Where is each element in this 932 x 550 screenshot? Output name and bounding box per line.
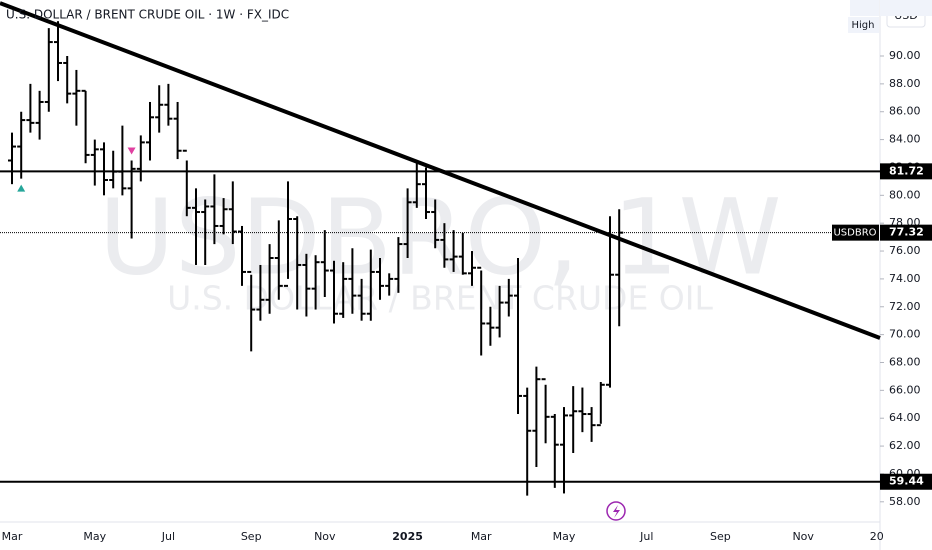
last-name-box: [832, 224, 879, 241]
y-tick-label: 88.00: [889, 77, 921, 90]
x-tick-label: May: [553, 530, 576, 543]
last-name: USDBRO: [833, 228, 876, 239]
watermark: USDBRO, 1W: [99, 176, 782, 298]
watermark-name: U.S. DOLLAR / BRENT CRUDE OIL: [167, 279, 713, 318]
y-tick-label: 84.00: [889, 133, 921, 146]
x-tick-label: May: [83, 530, 106, 543]
high-label: High: [852, 20, 875, 31]
plot: [0, 1, 881, 496]
y-tick-label: 90.00: [889, 49, 921, 62]
x-tick-label: Jul: [161, 530, 175, 543]
y-tick-label: 76.00: [889, 244, 921, 257]
y-tick-label: 58.00: [889, 495, 921, 508]
y-tick-label: 68.00: [889, 355, 921, 368]
y-tick-label: 64.00: [889, 411, 921, 424]
high-box: [848, 17, 879, 33]
y-tick-label: 70.00: [889, 328, 921, 341]
x-tick-label: Mar: [2, 530, 23, 543]
y-tick-label: 66.00: [889, 383, 921, 396]
y-tick-label: 74.00: [889, 272, 921, 285]
x-tick-label: Nov: [792, 530, 814, 543]
last-label: 77.32: [889, 226, 924, 239]
low-label-box: [880, 0, 932, 16]
x-tick-label: Sep: [710, 530, 731, 543]
level-label-box: [880, 473, 932, 490]
level-label-box: [880, 163, 932, 180]
x-tick-label: Nov: [314, 530, 336, 543]
event-icon-bolt: [613, 505, 620, 518]
level-label: 81.72: [889, 164, 924, 177]
y-tick-label: 80.00: [889, 188, 921, 201]
x-tick-label: 2025: [392, 530, 423, 543]
x-tick-label: 20: [870, 530, 884, 543]
x-tick-label: Mar: [471, 530, 492, 543]
marker-down: [127, 147, 136, 155]
chart-title: U.S. DOLLAR / BRENT CRUDE OIL · 1W · FX_…: [6, 8, 289, 22]
trendline: [0, 1, 881, 340]
x-tick-label: Jul: [639, 530, 653, 543]
y-tick-label: 86.00: [889, 105, 921, 118]
marker-up: [17, 184, 26, 192]
low-name-box: [850, 0, 879, 16]
y-tick-label: 62.00: [889, 439, 921, 452]
x-tick-label: Sep: [241, 530, 262, 543]
y-tick-label: 72.00: [889, 300, 921, 313]
last-label-box: [880, 224, 932, 241]
level-label: 59.44: [889, 475, 924, 488]
